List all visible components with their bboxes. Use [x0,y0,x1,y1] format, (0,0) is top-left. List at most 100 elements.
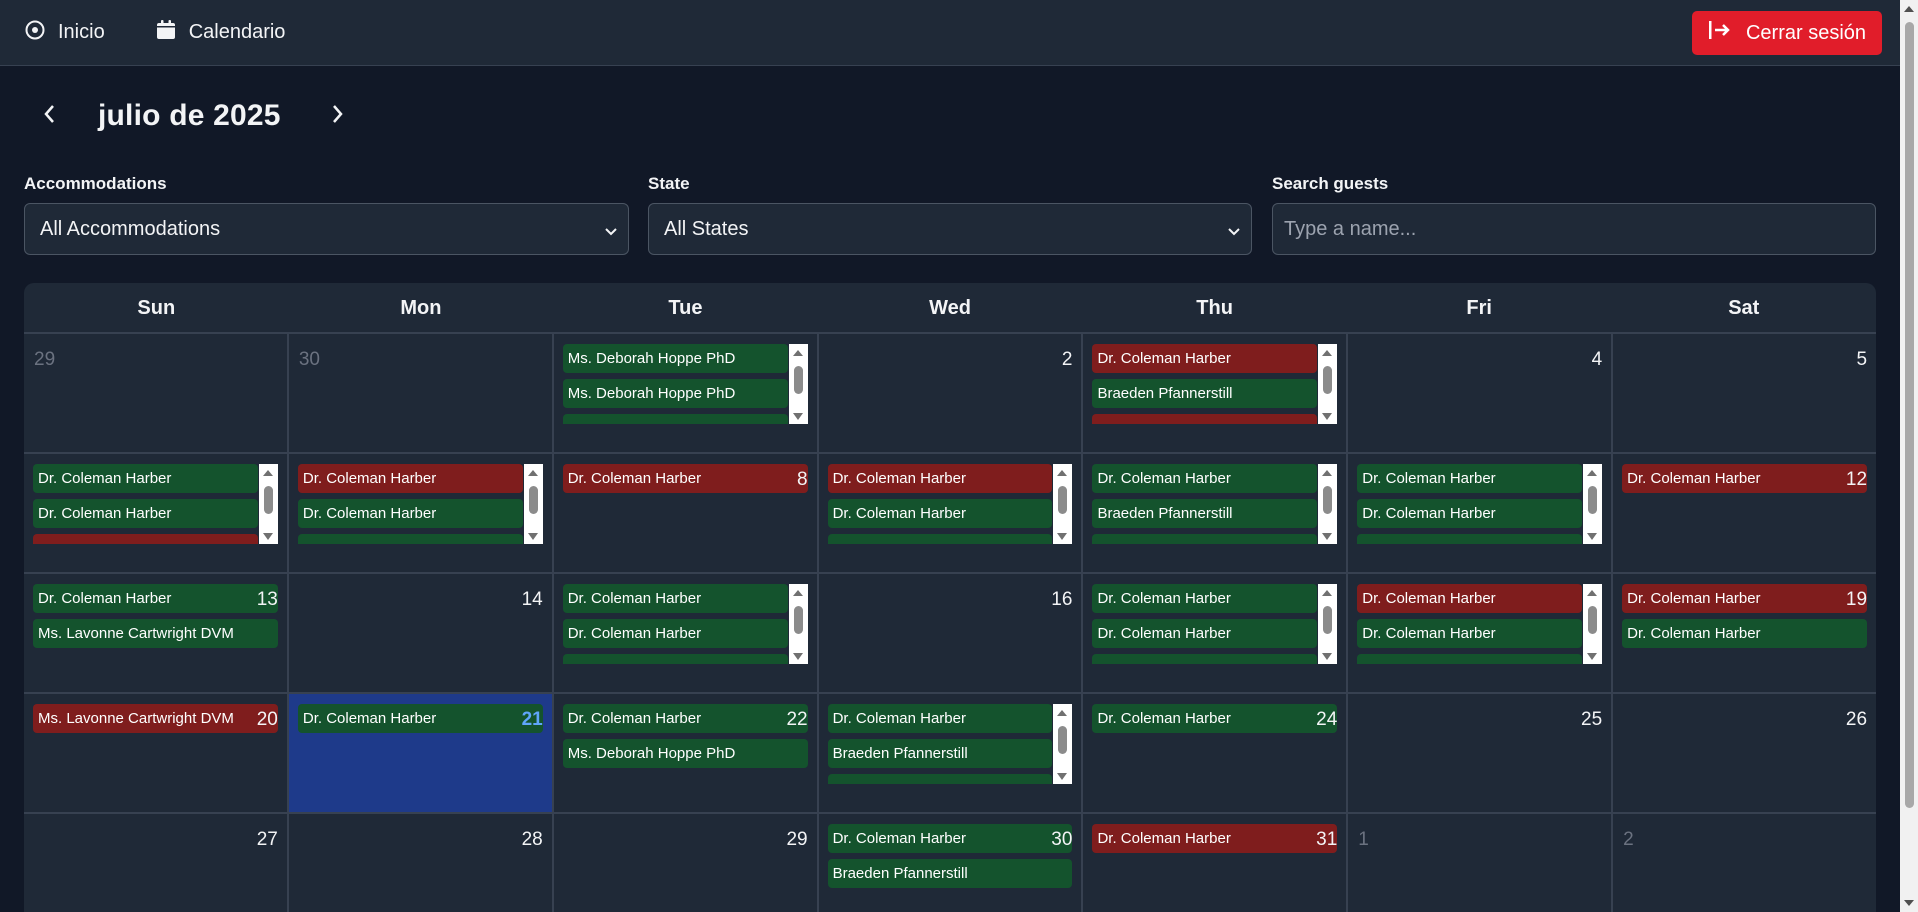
page-scrollbar[interactable] [1900,0,1918,912]
calendar-day-cell[interactable]: Dr. Coleman Harber Dr. Coleman Harber 19 [1613,574,1876,692]
calendar-day-cell[interactable]: Dr. Coleman Harber 12 [1613,454,1876,572]
day-events-scrollbar[interactable] [788,344,808,424]
booking-event[interactable]: Dr. Coleman Harber [1092,619,1318,648]
booking-event[interactable] [827,534,1053,544]
nav-calendar-link[interactable]: Calendario [155,19,285,47]
search-guests-input[interactable]: Type a name... [1272,203,1876,255]
scrollbar-thumb[interactable] [1323,486,1333,514]
day-events-scrollbar[interactable] [1583,464,1603,544]
scroll-up-arrow-icon[interactable] [1904,6,1914,12]
booking-event[interactable]: Braeden Pfannerstill [1092,379,1318,408]
calendar-day-cell[interactable]: 5 [1613,334,1876,452]
scroll-up-arrow-icon[interactable] [1057,710,1068,716]
calendar-day-cell-today[interactable]: Dr. Coleman Harber 21 [288,694,554,812]
scroll-up-arrow-icon[interactable] [792,350,803,356]
booking-event[interactable]: Dr. Coleman Harber [1357,584,1583,613]
scrollbar-thumb[interactable] [793,366,803,394]
calendar-day-cell[interactable]: 27 [24,814,289,912]
booking-event[interactable] [1092,414,1318,424]
booking-event[interactable] [1092,654,1318,664]
booking-event[interactable]: Dr. Coleman Harber [33,464,258,493]
scroll-down-arrow-icon[interactable] [527,533,538,540]
scrollbar-thumb[interactable] [1588,606,1598,634]
day-events-scrollbar[interactable] [1053,464,1073,544]
calendar-day-cell[interactable]: 29 [554,814,819,912]
booking-event[interactable]: Ms. Deborah Hoppe PhD [562,379,788,408]
booking-event[interactable]: Dr. Coleman Harber [1092,464,1318,493]
booking-event[interactable]: Dr. Coleman Harber [33,499,258,528]
prev-month-button[interactable] [36,102,64,130]
booking-event[interactable]: Dr. Coleman Harber [33,584,278,613]
booking-event[interactable] [562,414,788,424]
scroll-down-arrow-icon[interactable] [262,533,273,540]
booking-event[interactable]: Dr. Coleman Harber [297,464,523,493]
booking-event[interactable]: Dr. Coleman Harber [1622,464,1868,493]
calendar-day-cell[interactable]: Dr. Coleman Harber Braeden Pfannerstill [1083,454,1349,572]
calendar-day-cell[interactable]: Ms. Lavonne Cartwright DVM 20 [24,694,289,812]
calendar-day-cell[interactable]: 1 [1348,814,1614,912]
booking-event[interactable]: Dr. Coleman Harber [562,704,808,733]
nav-home-link[interactable]: Inicio [24,19,105,47]
state-select[interactable]: All States [648,203,1252,255]
booking-event[interactable]: Dr. Coleman Harber [1092,584,1318,613]
scrollbar-thumb[interactable] [1323,606,1333,634]
booking-event[interactable]: Dr. Coleman Harber [1622,619,1868,648]
scrollbar-thumb[interactable] [1905,22,1914,808]
booking-event[interactable]: Dr. Coleman Harber [1092,344,1318,373]
calendar-day-cell[interactable]: Ms. Deborah Hoppe PhD Ms. Deborah Hoppe P… [554,334,819,452]
scroll-down-arrow-icon[interactable] [1587,653,1598,660]
booking-event[interactable]: Ms. Deborah Hoppe PhD [562,344,788,373]
booking-event[interactable] [33,534,258,544]
booking-event[interactable]: Ms. Deborah Hoppe PhD [562,739,808,768]
scroll-up-arrow-icon[interactable] [262,470,273,476]
booking-event[interactable] [1357,534,1583,544]
booking-event[interactable]: Dr. Coleman Harber [297,499,523,528]
calendar-day-cell[interactable]: 26 [1613,694,1876,812]
calendar-day-cell[interactable]: 2 [1613,814,1876,912]
booking-event[interactable] [562,654,788,664]
scroll-up-arrow-icon[interactable] [792,590,803,596]
calendar-day-cell[interactable]: Dr. Coleman Harber Braeden Pfannerstill 30 [819,814,1084,912]
booking-event[interactable]: Dr. Coleman Harber [1092,824,1338,853]
day-events-scrollbar[interactable] [523,464,543,544]
booking-event[interactable]: Ms. Lavonne Cartwright DVM [33,619,278,648]
accommodations-select[interactable]: All Accommodations [24,203,629,255]
calendar-day-cell[interactable]: 2 [819,334,1084,452]
calendar-day-cell[interactable]: Dr. Coleman Harber Ms. Lavonne Cartwright… [24,574,289,692]
calendar-day-cell[interactable]: 28 [289,814,554,912]
booking-event[interactable]: Dr. Coleman Harber [827,824,1073,853]
scroll-up-arrow-icon[interactable] [527,470,538,476]
logout-button[interactable]: Cerrar sesión [1692,11,1882,55]
calendar-day-cell[interactable]: Dr. Coleman Harber Dr. Coleman Harber [289,454,554,572]
scroll-down-arrow-icon[interactable] [1322,533,1333,540]
scroll-down-arrow-icon[interactable] [1057,533,1068,540]
calendar-day-cell[interactable]: 30 [289,334,554,452]
booking-event[interactable]: Dr. Coleman Harber [562,464,808,493]
calendar-day-cell[interactable]: 4 [1348,334,1614,452]
calendar-day-cell[interactable]: 16 [819,574,1084,692]
booking-event[interactable]: Dr. Coleman Harber [1092,704,1338,733]
calendar-day-cell[interactable]: 29 [24,334,289,452]
scroll-down-arrow-icon[interactable] [1322,413,1333,420]
booking-event[interactable]: Ms. Lavonne Cartwright DVM [33,704,278,733]
calendar-day-cell[interactable]: 14 [289,574,554,692]
booking-event[interactable]: Dr. Coleman Harber [562,619,788,648]
day-events-scrollbar[interactable] [1318,584,1338,664]
next-month-button[interactable] [323,102,351,130]
booking-event[interactable]: Dr. Coleman Harber [1357,464,1583,493]
booking-event[interactable] [297,534,523,544]
booking-event[interactable]: Dr. Coleman Harber [562,584,788,613]
scroll-up-arrow-icon[interactable] [1587,590,1598,596]
scroll-down-arrow-icon[interactable] [792,653,803,660]
calendar-day-cell[interactable]: Dr. Coleman Harber Ms. Deborah Hoppe PhD 2… [554,694,819,812]
booking-event[interactable]: Dr. Coleman Harber [1357,499,1583,528]
booking-event[interactable]: Dr. Coleman Harber [297,704,543,733]
day-events-scrollbar[interactable] [1053,704,1073,784]
calendar-day-cell[interactable]: Dr. Coleman Harber 8 [554,454,819,572]
booking-event[interactable] [1357,654,1583,664]
calendar-day-cell[interactable]: Dr. Coleman Harber Dr. Coleman Harber [554,574,819,692]
day-events-scrollbar[interactable] [1318,464,1338,544]
scroll-down-arrow-icon[interactable] [1057,773,1068,780]
scrollbar-thumb[interactable] [528,486,538,514]
booking-event[interactable]: Dr. Coleman Harber [1622,584,1868,613]
